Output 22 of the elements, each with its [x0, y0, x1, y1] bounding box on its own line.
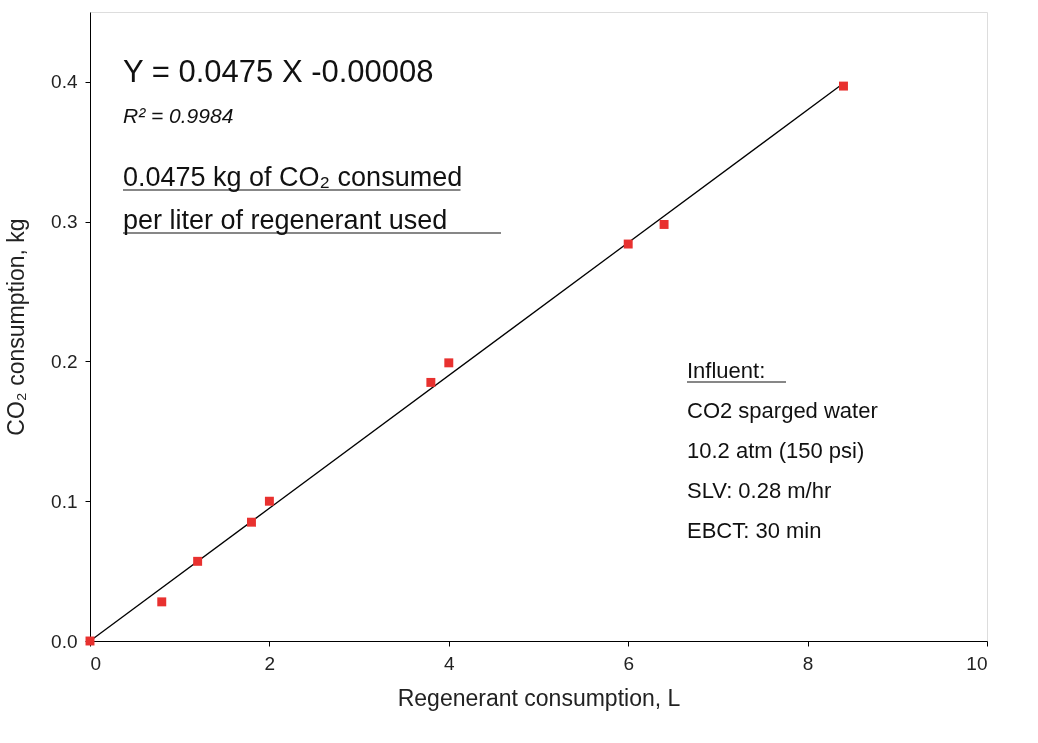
x-tick-label: 10 [966, 652, 988, 674]
x-tick-label: 8 [802, 652, 814, 674]
annotation: EBCT: 30 min [687, 518, 822, 543]
annotation: SLV: 0.28 m/hr [687, 478, 832, 503]
x-tick-label: 4 [444, 652, 456, 674]
annotation: per liter of regenerant used [123, 205, 448, 235]
x-axis-title: Regenerant consumption, L [397, 684, 681, 711]
annotation: Y = 0.0475 X -0.00008 [123, 54, 434, 89]
x-tick-label: 0 [90, 652, 102, 674]
x-tick-label: 6 [623, 652, 634, 674]
y-tick-label: 0.0 [51, 630, 78, 652]
y-tick-label: 0.2 [51, 350, 78, 372]
annotation: 10.2 atm (150 psi) [687, 438, 865, 463]
y-axis-title: CO₂ consumption, kg [3, 218, 30, 436]
y-tick-label: 0.3 [51, 211, 78, 233]
x-tick-label: 2 [264, 652, 276, 674]
y-tick-label: 0.1 [51, 490, 78, 512]
annotation: CO2 sparged water [687, 398, 878, 423]
annotation: R² = 0.9984 [123, 104, 234, 127]
y-tick-label: 0.4 [51, 71, 78, 93]
annotation: 0.0475 kg of CO₂ consumed [123, 162, 463, 192]
annotation: Influent: [687, 358, 766, 383]
